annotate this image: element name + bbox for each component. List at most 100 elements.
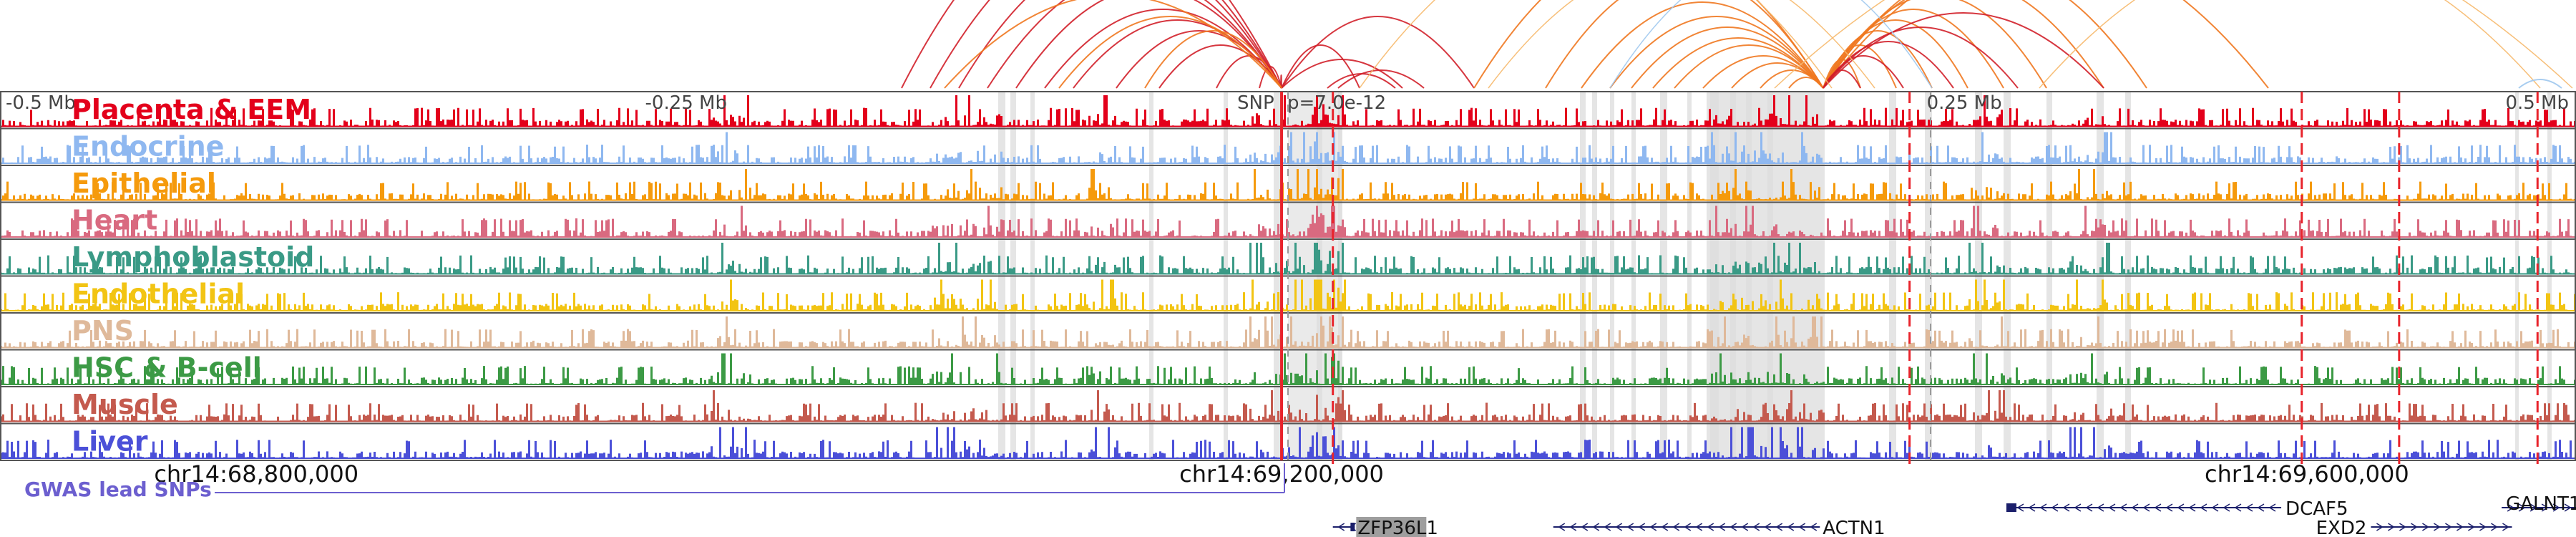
strand-arrow <box>2119 503 2127 512</box>
strand-arrow <box>2434 523 2441 531</box>
strand-arrow <box>1798 523 1806 531</box>
gene-highlight-box <box>1356 517 1427 537</box>
strand-arrow <box>2142 503 2150 512</box>
loop-arc <box>1058 16 1282 89</box>
strand-arrow <box>2245 503 2253 512</box>
marker-lines <box>1280 92 2539 466</box>
ruler-labels: -0.5 Mb -0.25 Mb 0.25 Mb 0.5 Mb <box>6 92 2569 114</box>
loop-arc <box>2039 0 2541 89</box>
loop-arc <box>1674 44 1824 89</box>
strand-arrow <box>1718 523 1726 531</box>
loop-arc <box>1144 30 1282 89</box>
strand-arrow <box>2177 503 2185 512</box>
strand-arrow <box>2502 523 2509 531</box>
gene-label-exd2: EXD2 <box>2316 518 2367 537</box>
strand-arrow <box>1581 523 1589 531</box>
strand-arrow <box>2411 523 2418 531</box>
strand-arrow <box>2085 503 2093 512</box>
strand-arrow <box>1592 523 1600 531</box>
loop-arc <box>1281 59 1403 89</box>
strand-arrow <box>2399 523 2406 531</box>
loop-arc <box>1609 16 1824 89</box>
coordinate-label: chr14:68,800,000 <box>154 460 358 488</box>
track-label-8: Muscle <box>72 389 178 420</box>
strand-arrow <box>1707 523 1714 531</box>
gene-label-dcaf5: DCAF5 <box>2285 498 2348 520</box>
strand-arrow <box>1684 523 1692 531</box>
track-label-4: Lymphoblastoid <box>72 241 314 273</box>
loop-arc <box>1823 26 2019 89</box>
ruler-label: 0.25 Mb <box>1927 92 2002 114</box>
strand-arrow <box>1604 523 1611 531</box>
loop-arc <box>1473 0 1824 89</box>
signal-track-9 <box>0 427 2576 458</box>
track-labels: Placenta & EEM Endocrine Epithelial Heart Ly… <box>72 94 314 458</box>
strand-arrow <box>2529 503 2537 512</box>
strand-arrow <box>1695 523 1703 531</box>
loop-arc <box>1631 26 1824 89</box>
strand-arrow <box>1558 523 1566 531</box>
strand-arrow <box>2051 503 2059 512</box>
strand-arrow <box>2211 503 2219 512</box>
loop-arc <box>1015 0 1282 89</box>
snp-label: SNP <box>1237 92 1274 114</box>
gene-label-galnt16: GALNT16 <box>2506 493 2576 515</box>
strand-arrow <box>2479 523 2487 531</box>
track-label-6: PNS <box>72 315 134 347</box>
loop-arc <box>1823 41 1954 89</box>
strand-arrow <box>1775 523 1783 531</box>
strand-arrow <box>1764 523 1772 531</box>
loop-arc <box>930 0 1282 89</box>
strand-arrow <box>2016 503 2024 512</box>
signal-track-4 <box>0 243 2576 274</box>
track-label-0: Placenta & EEM <box>72 94 311 125</box>
coordinate-label: chr14:69,200,000 <box>1179 460 1384 488</box>
strand-arrow <box>2200 503 2207 512</box>
ruler-label: 0.5 Mb <box>2505 92 2569 114</box>
track-label-7: HSC & B-cell <box>72 352 262 384</box>
gene-label-actn1: ACTN1 <box>1823 518 1885 537</box>
loop-arc <box>1281 44 1360 89</box>
signal-track-0 <box>0 95 2576 127</box>
strand-arrow <box>2468 523 2475 531</box>
snp-annotation: SNP p=7.0e-12 <box>1237 92 1386 114</box>
loop-arc <box>1823 30 1933 89</box>
loop-arc <box>1823 0 2269 89</box>
exon-block <box>1350 523 1355 531</box>
strand-arrow <box>1638 523 1646 531</box>
loop-arc <box>944 0 1282 89</box>
loop-arc <box>1281 16 1475 89</box>
strand-arrow <box>2165 503 2173 512</box>
strand-arrow <box>2257 503 2265 512</box>
strand-arrow <box>2268 503 2276 512</box>
snp-pvalue: p=7.0e-12 <box>1287 92 1386 114</box>
track-label-1: Endocrine <box>72 131 224 163</box>
strand-arrow <box>2131 503 2139 512</box>
loop-arc <box>1044 9 1282 89</box>
chromatin-loops <box>901 0 2573 89</box>
loop-arc <box>2518 79 2562 89</box>
strand-arrow <box>1741 523 1749 531</box>
coordinate-axis: chr14:68,800,000 chr14:69,200,000 chr14:69… <box>154 460 2409 493</box>
strand-arrow <box>2552 503 2560 512</box>
strand-arrow <box>1810 523 1818 531</box>
strand-arrow <box>2541 503 2549 512</box>
loop-arc <box>1609 0 1933 89</box>
loop-arc <box>1280 74 1283 89</box>
strand-arrow <box>2491 523 2498 531</box>
strand-arrow <box>2108 503 2116 512</box>
strand-arrow <box>1569 523 1577 531</box>
loop-arc <box>1359 0 1833 89</box>
strand-arrow <box>2223 503 2230 512</box>
loop-arc <box>1581 1 1824 89</box>
exon-block <box>2006 503 2016 512</box>
strand-arrow <box>1787 523 1795 531</box>
loop-arc <box>1823 12 2104 89</box>
signal-track-2 <box>0 169 2576 200</box>
strand-arrow <box>2234 503 2242 512</box>
strand-arrow <box>1672 523 1680 531</box>
track-label-9: Liver <box>72 426 148 458</box>
strand-arrow <box>2188 503 2196 512</box>
track-label-2: Epithelial <box>72 168 216 199</box>
